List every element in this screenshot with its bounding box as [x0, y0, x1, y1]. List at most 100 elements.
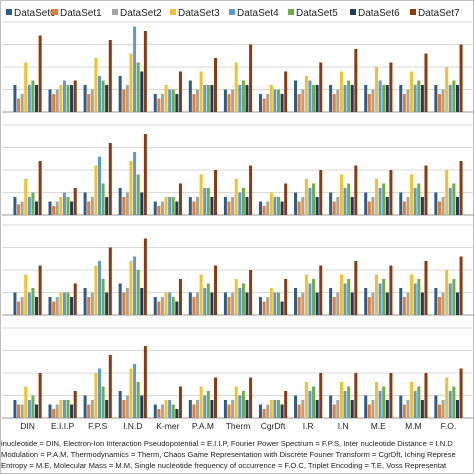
- bar: [66, 85, 70, 112]
- legend-label: DataSet4: [237, 8, 279, 19]
- bar: [304, 382, 308, 418]
- bar: [214, 58, 218, 112]
- caption-line: inucleotide = DIN, Electron-Ion Interact…: [1, 439, 453, 448]
- bar: [203, 288, 207, 315]
- bar: [452, 279, 456, 315]
- bar: [294, 288, 298, 315]
- bar: [241, 80, 245, 112]
- bar: [160, 94, 164, 112]
- bar: [214, 170, 218, 215]
- bar: [441, 400, 445, 418]
- bar: [13, 197, 17, 215]
- bar: [108, 355, 112, 418]
- bar: [406, 400, 410, 418]
- bar: [329, 395, 333, 418]
- bar: [87, 297, 91, 315]
- bar: [350, 197, 354, 215]
- bar: [83, 395, 87, 418]
- bar: [59, 85, 63, 112]
- bar: [31, 80, 35, 112]
- bar: [417, 183, 421, 215]
- bar: [332, 94, 336, 112]
- bar: [420, 292, 424, 315]
- bar: [188, 292, 192, 315]
- bar: [375, 67, 379, 112]
- bar: [31, 192, 35, 215]
- bar: [315, 197, 319, 215]
- bar: [52, 301, 56, 315]
- bar: [304, 179, 308, 215]
- bar: [199, 386, 203, 418]
- bar: [343, 391, 347, 418]
- bar: [24, 274, 28, 315]
- bar: [434, 395, 438, 418]
- bar: [445, 270, 449, 315]
- bar: [199, 274, 203, 315]
- bar: [367, 404, 371, 418]
- bar: [48, 404, 52, 418]
- bar: [336, 89, 340, 112]
- category-label: M.M: [405, 421, 422, 431]
- bar: [55, 297, 59, 315]
- bar: [175, 94, 179, 112]
- bar: [90, 292, 94, 315]
- bar: [410, 274, 414, 315]
- bar: [297, 404, 301, 418]
- bar: [118, 283, 122, 315]
- bar: [312, 85, 316, 112]
- bar: [223, 197, 227, 215]
- bar: [38, 373, 42, 418]
- bar: [59, 400, 63, 418]
- bar: [301, 292, 305, 315]
- bar: [434, 85, 438, 112]
- category-label: I.N.D: [123, 421, 142, 431]
- bar: [424, 373, 428, 418]
- bar: [276, 400, 280, 418]
- bar: [241, 188, 245, 215]
- bar: [118, 391, 122, 418]
- bar: [90, 89, 94, 112]
- bar: [375, 179, 379, 215]
- legend-swatch: [6, 9, 12, 15]
- bar: [52, 206, 56, 215]
- bar: [312, 183, 316, 215]
- bar: [55, 404, 59, 418]
- bar: [62, 192, 66, 215]
- bar: [308, 283, 312, 315]
- bar: [136, 174, 140, 215]
- bar: [273, 89, 277, 112]
- bar: [238, 395, 242, 418]
- bar: [297, 297, 301, 315]
- bar: [371, 197, 375, 215]
- bar: [199, 174, 203, 215]
- bar: [437, 297, 441, 315]
- bar: [399, 85, 403, 112]
- bar: [52, 94, 56, 112]
- bar: [315, 85, 319, 112]
- bar: [343, 188, 347, 215]
- bar: [27, 400, 31, 418]
- bar: [304, 274, 308, 315]
- bar: [97, 76, 101, 112]
- bar: [294, 192, 298, 215]
- bar: [329, 288, 333, 315]
- bar: [178, 386, 182, 418]
- bar: [280, 201, 284, 215]
- bar: [378, 188, 382, 215]
- bar: [122, 400, 126, 418]
- bar: [441, 197, 445, 215]
- bar: [371, 292, 375, 315]
- bar: [140, 71, 144, 112]
- bar: [210, 85, 214, 112]
- bar: [38, 161, 42, 215]
- bar: [171, 197, 175, 215]
- bar: [175, 201, 179, 215]
- bar: [31, 288, 35, 315]
- bar: [203, 85, 207, 112]
- bar: [245, 85, 249, 112]
- bar: [70, 201, 74, 215]
- bar: [203, 188, 207, 215]
- bar: [234, 62, 238, 112]
- legend-swatch: [112, 9, 118, 15]
